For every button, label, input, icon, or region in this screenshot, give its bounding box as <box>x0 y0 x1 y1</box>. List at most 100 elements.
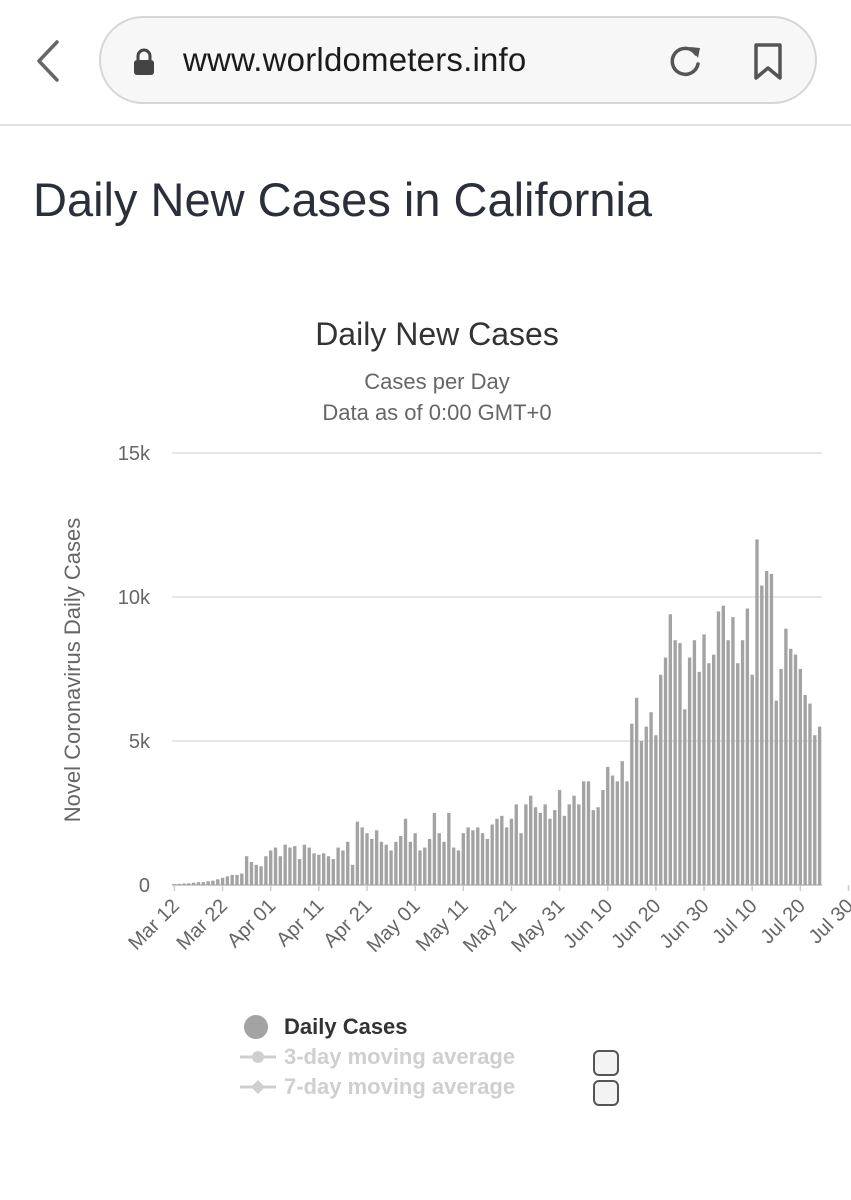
bar[interactable] <box>764 571 769 885</box>
bar[interactable] <box>553 810 557 885</box>
bookmark-icon[interactable] <box>751 42 785 82</box>
legend-3day-average[interactable]: 3-day moving average <box>238 1042 515 1072</box>
bar[interactable] <box>610 775 615 885</box>
toggle-7day-average[interactable] <box>593 1080 619 1106</box>
bar[interactable] <box>182 883 186 885</box>
bar[interactable] <box>581 781 586 885</box>
bar[interactable] <box>461 833 465 885</box>
reload-icon[interactable] <box>667 42 705 80</box>
bar[interactable] <box>760 585 764 885</box>
bar[interactable] <box>678 643 682 885</box>
bar[interactable] <box>220 877 225 885</box>
bar[interactable] <box>654 735 658 885</box>
bar[interactable] <box>480 833 485 885</box>
bar[interactable] <box>240 873 244 885</box>
bar[interactable] <box>427 838 432 885</box>
bar[interactable] <box>273 847 278 885</box>
bar[interactable] <box>813 735 817 885</box>
bar[interactable] <box>779 669 783 885</box>
bar[interactable] <box>288 847 292 885</box>
bar[interactable] <box>697 671 701 885</box>
bar[interactable] <box>374 830 379 885</box>
bar[interactable] <box>317 854 321 885</box>
legend-7day-average[interactable]: 7-day moving average <box>238 1072 515 1102</box>
bar[interactable] <box>615 781 620 885</box>
bar[interactable] <box>394 841 398 885</box>
bar[interactable] <box>399 836 403 885</box>
url-text[interactable]: www.worldometers.info <box>183 41 527 78</box>
bar[interactable] <box>596 807 600 885</box>
bar[interactable] <box>432 813 437 885</box>
bar[interactable] <box>586 781 591 885</box>
bar[interactable] <box>172 884 177 885</box>
bar[interactable] <box>711 654 716 885</box>
bar[interactable] <box>625 781 629 885</box>
address-bar[interactable]: www.worldometers.info <box>99 16 817 104</box>
bar[interactable] <box>736 663 740 885</box>
bar[interactable] <box>225 876 230 885</box>
bar[interactable] <box>557 789 562 885</box>
bar[interactable] <box>201 882 205 885</box>
bar[interactable] <box>312 853 316 885</box>
bar[interactable] <box>451 847 456 885</box>
bar[interactable] <box>639 741 644 885</box>
bar[interactable] <box>500 815 504 885</box>
bar[interactable] <box>379 841 384 885</box>
bar[interactable] <box>437 833 441 885</box>
bar[interactable] <box>601 789 605 885</box>
bar[interactable] <box>456 850 461 885</box>
bar[interactable] <box>346 841 350 885</box>
bar[interactable] <box>384 844 388 885</box>
bar[interactable] <box>471 830 475 885</box>
bar[interactable] <box>423 847 427 885</box>
bar[interactable] <box>490 824 494 885</box>
bar[interactable] <box>774 700 778 885</box>
bar[interactable] <box>514 804 518 885</box>
bar[interactable] <box>663 657 668 885</box>
bar[interactable] <box>644 726 648 885</box>
bar[interactable] <box>591 810 595 885</box>
bar[interactable] <box>466 827 470 885</box>
bar[interactable] <box>808 703 812 885</box>
bar[interactable] <box>447 813 451 885</box>
bar[interactable] <box>418 850 422 885</box>
bar[interactable] <box>264 856 268 885</box>
bar[interactable] <box>538 813 543 885</box>
bar[interactable] <box>297 859 302 885</box>
bar[interactable] <box>803 694 807 885</box>
bar[interactable] <box>211 880 215 885</box>
bar[interactable] <box>649 712 653 885</box>
bar[interactable] <box>793 654 798 885</box>
bar[interactable] <box>413 833 417 885</box>
bar[interactable] <box>350 864 355 885</box>
bar[interactable] <box>562 815 567 885</box>
bar[interactable] <box>740 640 745 885</box>
bar[interactable] <box>716 611 721 885</box>
bar[interactable] <box>731 617 735 885</box>
bar[interactable] <box>817 726 822 885</box>
bar[interactable] <box>519 833 523 885</box>
bar[interactable] <box>302 844 307 885</box>
bar[interactable] <box>206 881 210 885</box>
legend-daily-cases[interactable]: Daily Cases <box>238 1012 408 1042</box>
bar[interactable] <box>755 539 759 885</box>
bar[interactable] <box>529 795 533 885</box>
bar[interactable] <box>249 861 254 885</box>
bar[interactable] <box>365 833 369 885</box>
bar[interactable] <box>360 827 364 885</box>
bar[interactable] <box>403 818 408 885</box>
bar[interactable] <box>524 804 528 885</box>
bar[interactable] <box>692 640 697 885</box>
bar[interactable] <box>533 807 538 885</box>
bar[interactable] <box>254 864 258 885</box>
bar[interactable] <box>177 883 181 885</box>
bar[interactable] <box>798 669 803 885</box>
bar[interactable] <box>721 605 725 885</box>
bar[interactable] <box>659 674 663 885</box>
bar[interactable] <box>630 723 634 885</box>
bar[interactable] <box>668 614 673 885</box>
bar[interactable] <box>620 761 624 885</box>
bar[interactable] <box>331 859 335 885</box>
bar[interactable] <box>336 847 340 885</box>
bar[interactable] <box>702 634 706 885</box>
